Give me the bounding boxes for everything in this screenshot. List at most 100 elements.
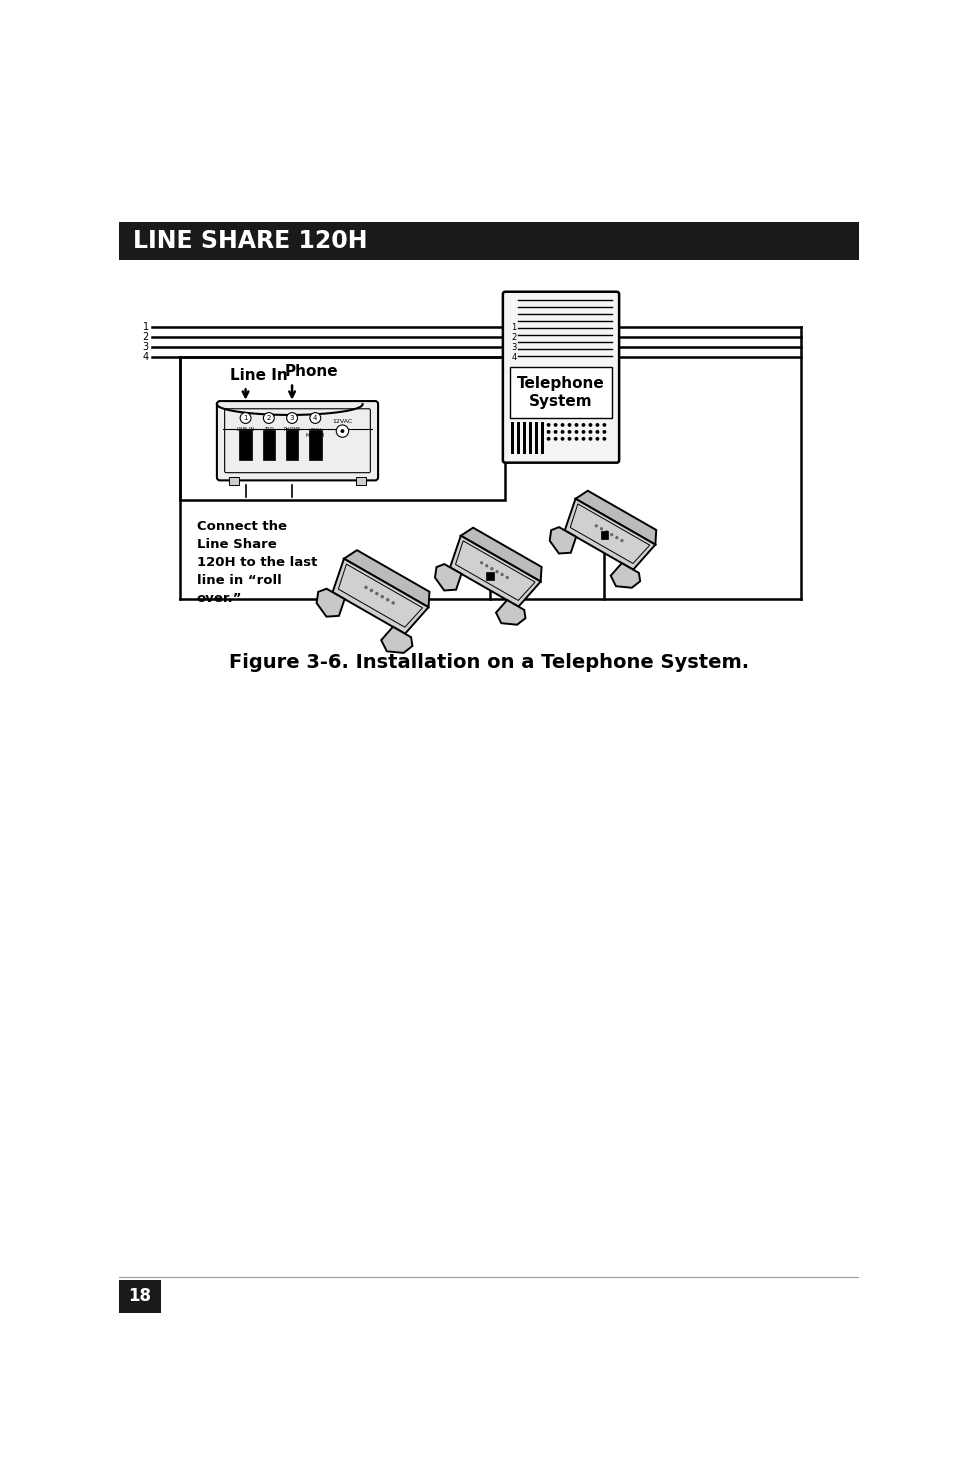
Text: 3: 3: [142, 342, 149, 353]
Circle shape: [490, 566, 493, 571]
Circle shape: [619, 538, 623, 543]
Circle shape: [595, 423, 598, 426]
Polygon shape: [316, 589, 344, 617]
FancyBboxPatch shape: [216, 401, 377, 481]
Circle shape: [553, 437, 557, 441]
Text: 4: 4: [511, 353, 517, 361]
Bar: [239, 431, 252, 460]
Text: 1: 1: [511, 323, 517, 332]
Circle shape: [588, 423, 592, 426]
Circle shape: [581, 429, 585, 434]
Text: 3: 3: [290, 414, 294, 420]
Bar: [599, 531, 608, 538]
Circle shape: [604, 530, 608, 534]
Bar: [262, 431, 274, 460]
Circle shape: [263, 413, 274, 423]
Circle shape: [375, 591, 378, 596]
Polygon shape: [333, 559, 428, 634]
FancyBboxPatch shape: [502, 292, 618, 463]
Text: 1: 1: [142, 322, 149, 332]
Text: Figure 3-6. Installation on a Telephone System.: Figure 3-6. Installation on a Telephone …: [229, 652, 748, 671]
Text: 18: 18: [129, 1288, 152, 1305]
Text: LINE-IN: LINE-IN: [236, 428, 254, 432]
Text: 4: 4: [313, 414, 317, 420]
Text: 4: 4: [142, 353, 149, 363]
Circle shape: [369, 589, 373, 591]
Bar: [529, 422, 532, 454]
Circle shape: [546, 423, 550, 426]
Bar: [511, 422, 514, 454]
Circle shape: [602, 429, 606, 434]
Circle shape: [560, 437, 564, 441]
Text: Connect the
Line Share
120H to the last
line in “roll
over.”: Connect the Line Share 120H to the last …: [196, 519, 316, 605]
Circle shape: [574, 423, 578, 426]
Bar: [356, 478, 365, 485]
Circle shape: [567, 437, 571, 441]
Text: PHONE: PHONE: [283, 428, 300, 432]
Circle shape: [602, 423, 606, 426]
Circle shape: [479, 560, 483, 565]
Bar: [535, 422, 537, 454]
Circle shape: [615, 535, 618, 540]
Polygon shape: [575, 491, 656, 544]
Circle shape: [581, 437, 585, 441]
Text: 12VAC: 12VAC: [332, 419, 353, 423]
Bar: [119, 1280, 161, 1313]
Circle shape: [340, 429, 344, 434]
Circle shape: [310, 413, 320, 423]
Polygon shape: [496, 600, 525, 625]
Polygon shape: [610, 563, 639, 587]
Circle shape: [567, 423, 571, 426]
Text: 2: 2: [266, 414, 271, 420]
Circle shape: [560, 423, 564, 426]
Bar: [509, 367, 612, 417]
Circle shape: [484, 563, 488, 568]
Circle shape: [574, 437, 578, 441]
Circle shape: [567, 429, 571, 434]
Circle shape: [335, 425, 348, 437]
Polygon shape: [435, 563, 461, 590]
Circle shape: [546, 437, 550, 441]
Circle shape: [595, 437, 598, 441]
Circle shape: [391, 602, 395, 605]
Circle shape: [500, 572, 503, 577]
Bar: [517, 422, 519, 454]
Bar: [286, 431, 298, 460]
Circle shape: [595, 429, 598, 434]
Circle shape: [495, 569, 498, 574]
Text: 1: 1: [243, 414, 248, 420]
Circle shape: [505, 575, 508, 580]
Bar: [522, 422, 526, 454]
Bar: [229, 478, 238, 485]
Text: 2: 2: [511, 333, 517, 342]
Polygon shape: [564, 499, 655, 569]
Circle shape: [599, 527, 602, 531]
Circle shape: [588, 429, 592, 434]
Circle shape: [609, 532, 613, 537]
Circle shape: [240, 413, 251, 423]
Circle shape: [594, 524, 598, 528]
Polygon shape: [344, 550, 429, 608]
Circle shape: [574, 429, 578, 434]
Bar: [179, 357, 505, 500]
Text: FAX/
MODEM: FAX/ MODEM: [306, 428, 325, 438]
Circle shape: [588, 437, 592, 441]
Text: TAD: TAD: [264, 428, 274, 432]
Text: 3: 3: [511, 342, 517, 351]
Bar: [540, 422, 543, 454]
Circle shape: [380, 594, 384, 599]
Text: LINE SHARE 120H: LINE SHARE 120H: [133, 229, 367, 252]
Polygon shape: [549, 527, 576, 553]
Circle shape: [553, 429, 557, 434]
Text: Line In: Line In: [230, 369, 287, 384]
Text: 2: 2: [142, 332, 149, 342]
Text: Telephone
System: Telephone System: [517, 376, 604, 409]
Polygon shape: [381, 627, 412, 653]
Bar: [309, 431, 321, 460]
Bar: [119, 221, 858, 260]
Polygon shape: [460, 528, 541, 581]
Text: Phone: Phone: [284, 364, 338, 379]
Circle shape: [581, 423, 585, 426]
Circle shape: [286, 413, 297, 423]
Circle shape: [364, 586, 367, 589]
